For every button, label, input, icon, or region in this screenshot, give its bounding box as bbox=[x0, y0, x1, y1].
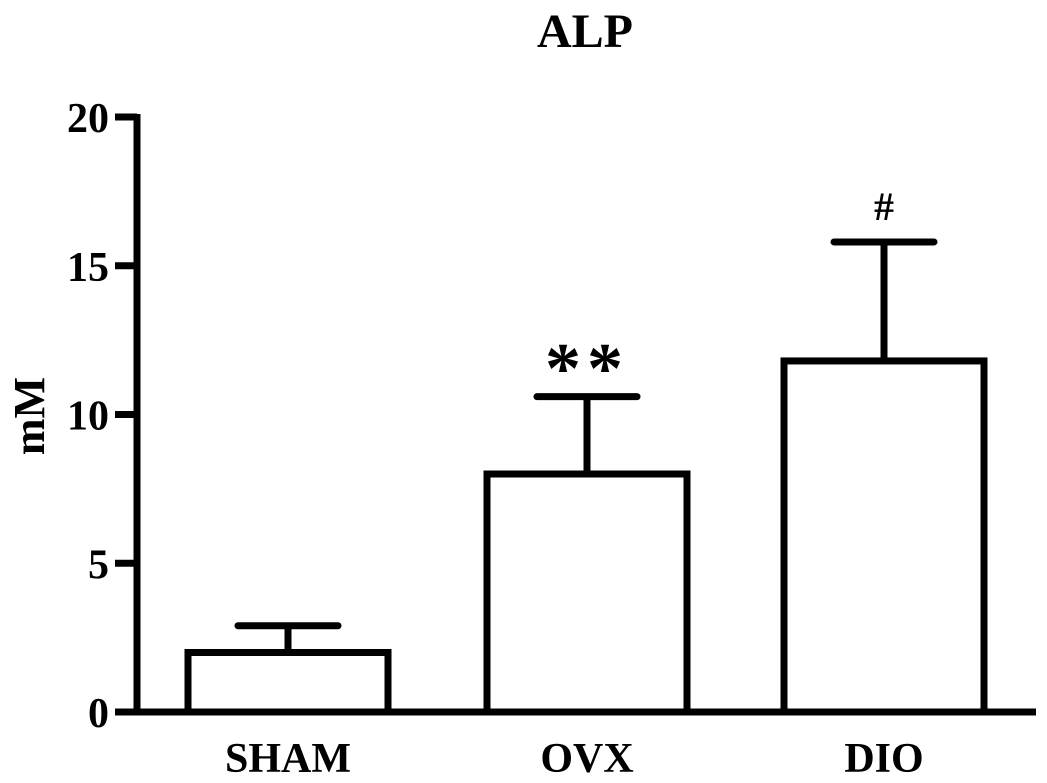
y-tick-label: 0 bbox=[88, 691, 109, 737]
x-tick-label: OVX bbox=[540, 736, 633, 782]
y-axis-label: mM bbox=[5, 377, 54, 455]
significance-annotation: ** bbox=[545, 329, 629, 409]
y-tick-label: 10 bbox=[67, 394, 109, 440]
x-tick-label: DIO bbox=[844, 736, 923, 782]
x-tick-label: SHAM bbox=[225, 736, 351, 782]
bar bbox=[780, 357, 988, 716]
y-tick-label: 15 bbox=[67, 245, 109, 291]
significance-annotation: # bbox=[874, 184, 894, 229]
y-tick-label: 5 bbox=[88, 542, 109, 588]
chart-title: ALP bbox=[537, 5, 633, 58]
bar bbox=[483, 470, 691, 716]
bar bbox=[184, 649, 392, 716]
y-tick-label: 20 bbox=[67, 96, 109, 142]
plot-area: 0 5 10 15 20 SHAM OVX ** DIO # bbox=[67, 96, 1036, 782]
